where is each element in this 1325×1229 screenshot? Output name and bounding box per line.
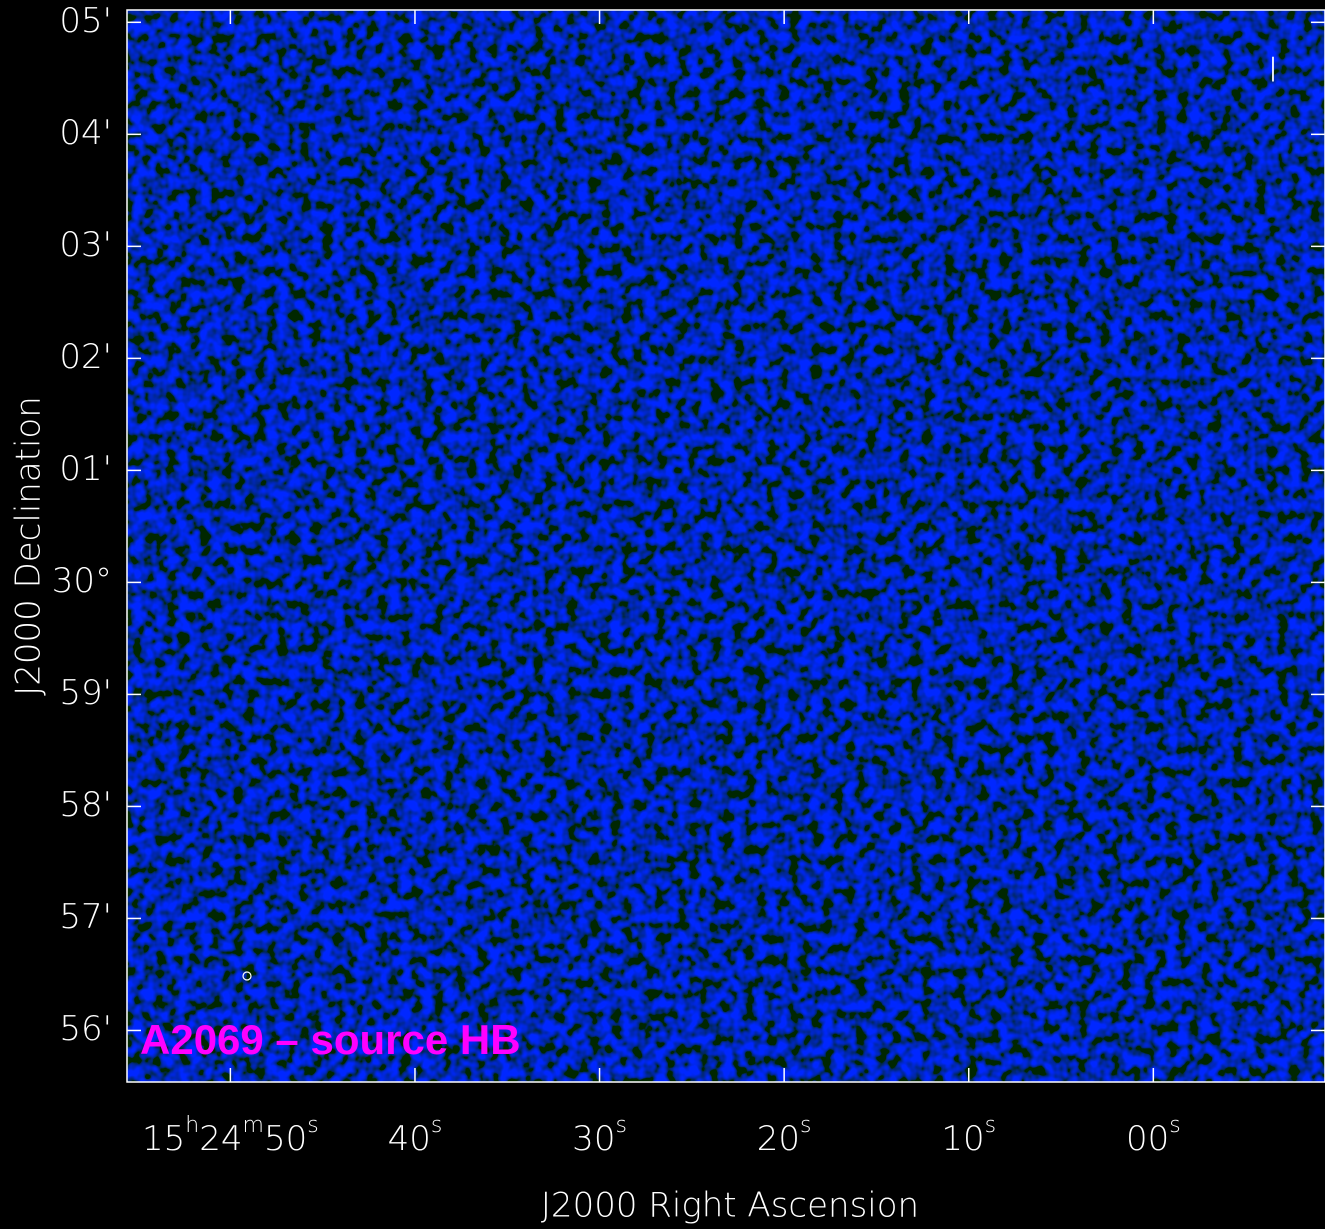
- y-tick-label: 56': [59, 1009, 112, 1049]
- x-tick-label: 30s: [572, 1113, 627, 1159]
- x-axis-label: J2000 Right Ascension: [541, 1186, 919, 1226]
- radio-image: [127, 10, 1325, 1082]
- annotation: A2069 – source HB: [140, 1016, 521, 1063]
- x-tick-label: 40s: [388, 1113, 443, 1159]
- y-axis-label: J2000 Declination: [9, 396, 49, 696]
- y-tick-label: 30°: [52, 561, 112, 601]
- y-tick-label: 57': [59, 897, 112, 937]
- y-tick-label: 58': [59, 785, 112, 825]
- y-tick-label: 04': [59, 113, 112, 153]
- y-tick-label: 01': [59, 449, 112, 489]
- x-tick-label: 20s: [757, 1113, 812, 1159]
- stokes-label: I: [1268, 51, 1278, 91]
- y-tick-label: 59': [59, 673, 112, 713]
- beam: [242, 971, 252, 981]
- y-tick-label: 02': [59, 337, 112, 377]
- plot-frame: [126, 9, 1325, 1083]
- x-tick-label: 10s: [941, 1113, 996, 1159]
- y-tick-label: 05': [59, 1, 112, 41]
- y-tick-label: 03': [59, 225, 112, 265]
- x-tick-label: 15h24m50s: [142, 1113, 319, 1159]
- x-tick-label: 00s: [1126, 1113, 1181, 1159]
